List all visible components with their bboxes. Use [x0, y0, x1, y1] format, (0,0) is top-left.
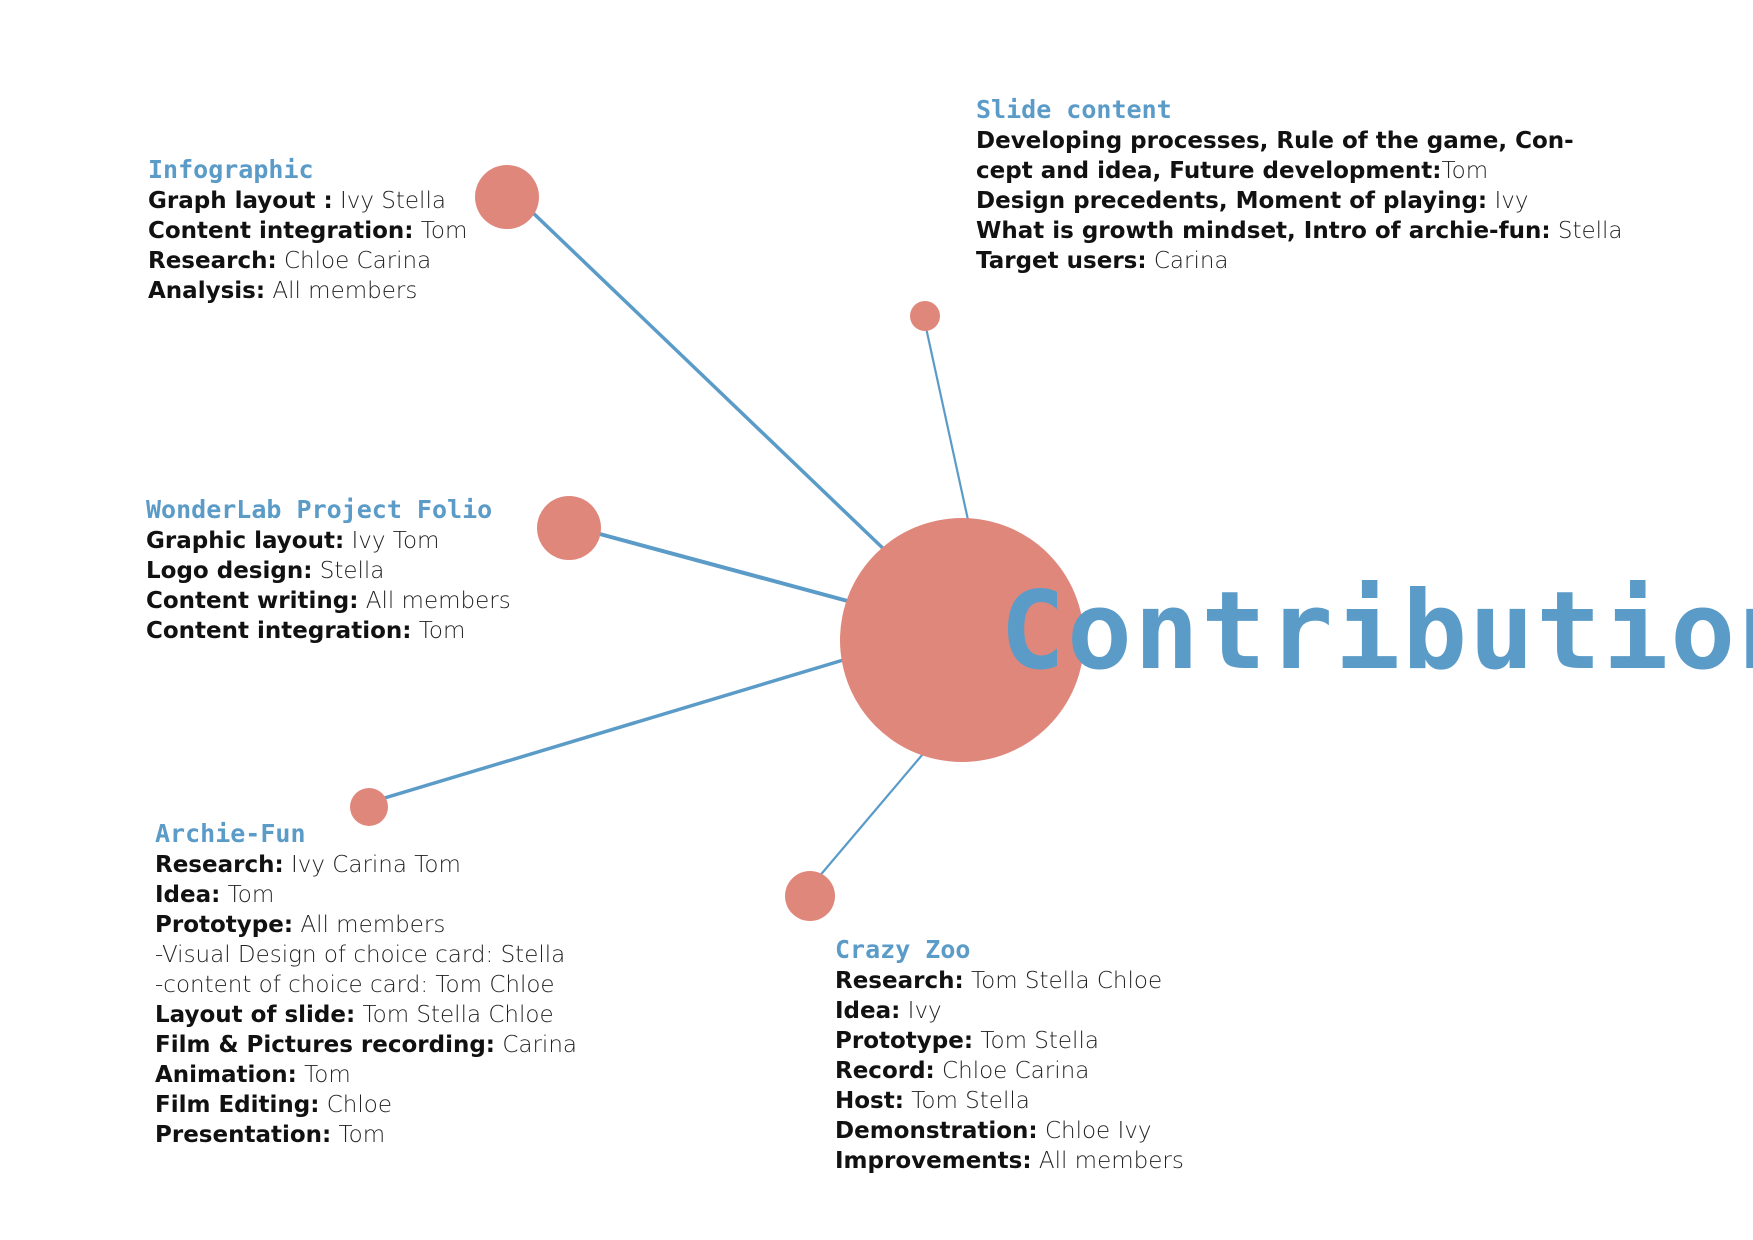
page-title: Contribution	[1000, 569, 1753, 694]
section-infographic: Infographic Graph layout : Ivy Stella Co…	[148, 154, 467, 306]
connector-archie-fun	[376, 653, 862, 802]
list-item: Logo design: Stella	[146, 558, 385, 584]
list-item: Content integration: Tom	[146, 618, 466, 644]
list-item: What is growth mindset, Intro of archie-…	[976, 218, 1623, 244]
list-item: Graph layout : Ivy Stella	[148, 188, 446, 214]
list-item: Idea: Ivy	[835, 998, 942, 1024]
section-heading: Archie-Fun	[155, 819, 306, 848]
list-item: Content integration: Tom	[148, 218, 468, 244]
list-item: Idea: Tom	[155, 882, 275, 908]
section-archie-fun: Archie-Fun Research: Ivy Carina Tom Idea…	[155, 818, 577, 1150]
section-heading: Crazy Zoo	[835, 935, 971, 964]
connector-wonderlab	[583, 528, 857, 605]
list-item: Analysis: All members	[148, 278, 418, 304]
list-item: Developing processes, Rule of the game, …	[976, 128, 1574, 154]
section-crazy-zoo: Crazy Zoo Research: Tom Stella Chloe Ide…	[835, 934, 1184, 1176]
list-item: Target users: Carina	[976, 248, 1229, 274]
node-crazy-zoo	[785, 871, 835, 921]
list-item: -content of choice card: Tom Chloe	[155, 972, 555, 998]
connector-crazy-zoo	[810, 746, 930, 887]
list-item: Improvements: All members	[835, 1148, 1184, 1174]
list-item: Prototype: Tom Stella	[835, 1028, 1099, 1054]
list-item: Prototype: All members	[155, 912, 446, 938]
section-slide-content: Slide content Developing processes, Rule…	[976, 94, 1623, 276]
list-item: Film & Pictures recording: Carina	[155, 1032, 577, 1058]
section-wonderlab: WonderLab Project Folio Graphic layout: …	[146, 494, 511, 646]
list-item: Animation: Tom	[155, 1062, 351, 1088]
list-item: cept and idea, Future development:Tom	[976, 158, 1489, 184]
list-item: Layout of slide: Tom Stella Chloe	[155, 1002, 554, 1028]
connector-infographic	[528, 208, 892, 557]
central-node	[840, 518, 1084, 762]
section-heading: Infographic	[148, 155, 314, 184]
list-item: Record: Chloe Carina	[835, 1058, 1090, 1084]
list-item: -Visual Design of choice card: Stella	[155, 942, 566, 968]
list-item: Graphic layout: Ivy Tom	[146, 528, 440, 554]
node-slide-content	[910, 301, 940, 331]
list-item: Film Editing: Chloe	[155, 1092, 392, 1118]
list-item: Host: Tom Stella	[835, 1088, 1030, 1114]
list-item: Research: Tom Stella Chloe	[835, 968, 1163, 994]
list-item: Presentation: Tom	[155, 1122, 386, 1148]
node-infographic	[475, 165, 539, 229]
node-archie-fun	[350, 788, 388, 826]
list-item: Research: Ivy Carina Tom	[155, 852, 461, 878]
list-item: Demonstration: Chloe Ivy	[835, 1118, 1152, 1144]
node-wonderlab	[537, 496, 601, 560]
list-item: Design precedents, Moment of playing: Iv…	[976, 188, 1529, 214]
list-item: Research: Chloe Carina	[148, 248, 432, 274]
connector-slide-content	[923, 321, 970, 522]
section-heading: WonderLab Project Folio	[146, 495, 493, 524]
list-item: Content writing: All members	[146, 588, 511, 614]
section-heading: Slide content	[976, 95, 1172, 124]
